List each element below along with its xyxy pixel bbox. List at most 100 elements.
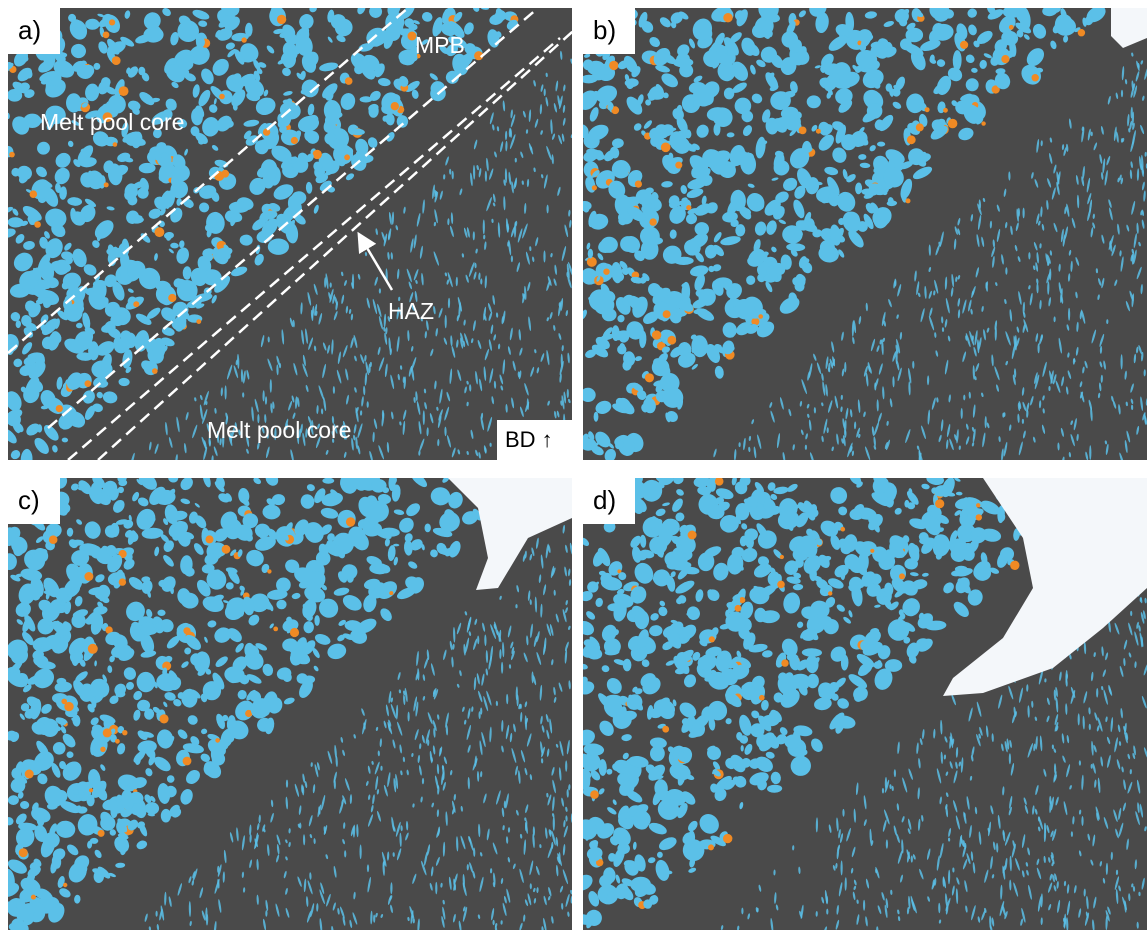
precipitate: [976, 514, 982, 520]
phase-streak: [330, 282, 332, 287]
panel-d: d): [571, 467, 1147, 932]
phase-blob: [57, 678, 67, 685]
phase-blob: [877, 142, 885, 147]
precipitate: [277, 15, 286, 24]
phase-streak: [156, 911, 158, 917]
precipitate: [981, 121, 985, 125]
phase-blob: [744, 478, 750, 486]
precipitate: [31, 895, 36, 900]
precipitate: [1001, 55, 1009, 63]
precipitate: [828, 591, 832, 595]
figure: a) b) c) d) MPB Melt pool core HAZ Melt …: [0, 0, 1147, 932]
precipitate: [389, 591, 393, 595]
panel-label: b): [593, 15, 616, 45]
phase-streak: [741, 908, 743, 915]
precipitate: [267, 569, 271, 573]
precipitate: [759, 695, 765, 701]
precipitate: [686, 205, 691, 210]
precipitate: [159, 714, 168, 723]
precipitate: [119, 86, 129, 96]
precipitate: [113, 142, 118, 147]
phase-streak: [483, 220, 485, 235]
panel-b: b): [575, 0, 1147, 467]
phase-streak: [558, 852, 560, 864]
precipitate: [112, 56, 121, 65]
phase-streak: [515, 604, 517, 608]
precipitate: [56, 405, 63, 412]
phase-blob: [268, 239, 289, 255]
precipitate: [592, 185, 597, 190]
phase-blob: [754, 608, 766, 623]
precipitate: [219, 94, 225, 100]
phase-blob: [807, 95, 821, 108]
precipitate: [662, 726, 669, 733]
precipitate: [109, 19, 115, 25]
phase-streak: [517, 694, 519, 706]
precipitate: [25, 770, 34, 779]
phase-streak: [1009, 753, 1011, 764]
precipitate: [61, 699, 67, 705]
precipitate: [1009, 25, 1014, 30]
precipitate: [723, 13, 732, 22]
phase-streak: [1023, 208, 1025, 219]
phase-blob: [594, 412, 599, 422]
phase-streak: [961, 408, 963, 419]
precipitate: [777, 581, 785, 589]
phase-streak: [543, 250, 545, 262]
precipitate: [241, 37, 246, 42]
phase-streak: [1091, 132, 1093, 137]
micrograph: [575, 0, 1147, 467]
precipitate: [661, 143, 671, 153]
phase-streak: [1005, 267, 1007, 274]
phase-streak: [445, 315, 447, 328]
phase-blob: [166, 677, 178, 684]
phase-streak: [1089, 445, 1091, 460]
phase-streak: [360, 845, 362, 860]
precipitate: [675, 162, 682, 169]
precipitate: [688, 531, 697, 540]
precipitate: [85, 380, 92, 387]
precipitate: [152, 368, 158, 374]
phase-blob: [849, 577, 863, 591]
phase-blob: [86, 795, 94, 807]
precipitate: [168, 294, 176, 302]
phase-streak: [286, 780, 288, 788]
precipitate: [649, 218, 656, 225]
precipitate: [346, 517, 355, 526]
precipitate: [948, 119, 958, 129]
phase-streak: [511, 256, 513, 263]
precipitate: [88, 644, 98, 654]
phase-blob: [360, 96, 373, 102]
precipitate: [735, 605, 742, 612]
precipitate: [313, 150, 322, 159]
precipitate: [345, 77, 353, 85]
phase-streak: [501, 662, 503, 674]
phase-blob: [445, 9, 451, 13]
micrograph: [571, 467, 1147, 932]
precipitate: [103, 32, 110, 39]
phase-streak: [805, 445, 807, 450]
precipitate: [1032, 74, 1039, 81]
phase-streak: [547, 205, 549, 214]
phase-streak: [553, 816, 555, 831]
phase-streak: [1028, 252, 1030, 259]
precipitate: [781, 659, 788, 666]
precipitate: [273, 627, 278, 632]
precipitate: [723, 834, 732, 843]
precipitate: [667, 336, 676, 345]
precipitate: [391, 102, 399, 110]
precipitate: [222, 545, 231, 554]
precipitate: [290, 628, 299, 637]
precipitate: [30, 190, 38, 198]
phase-blob: [425, 524, 431, 533]
precipitate: [652, 330, 661, 339]
panel-label: c): [18, 485, 40, 515]
phase-blob: [325, 89, 334, 101]
phase-blob: [966, 78, 979, 91]
panel-c: c): [0, 468, 574, 932]
precipitate: [9, 152, 15, 158]
precipitate: [100, 747, 105, 752]
precipitate: [943, 108, 948, 113]
phase-streak: [367, 401, 369, 408]
phase-streak: [1121, 354, 1123, 369]
